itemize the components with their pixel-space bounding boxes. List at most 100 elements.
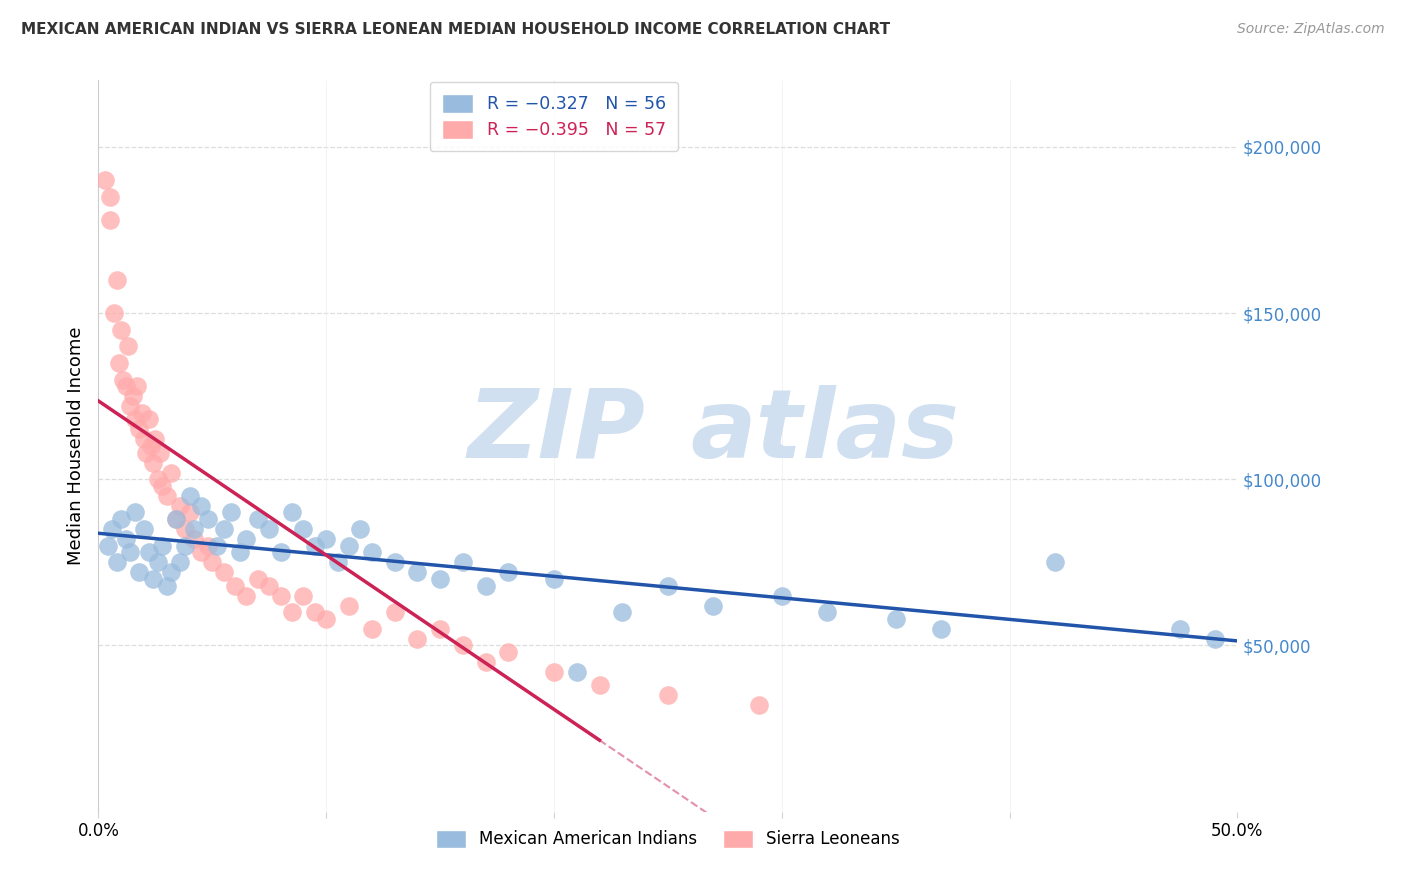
Point (205, 539, 228, 553)
Point (384, 555, 406, 569)
Point (360, 622, 382, 636)
Point (281, 605, 304, 619)
Point (183, 532, 205, 546)
Point (121, 389, 143, 403)
Point (169, 555, 191, 569)
Point (770, 589, 793, 603)
Point (94, 173, 117, 187)
Point (103, 306, 125, 320)
Point (292, 589, 315, 603)
Point (124, 506, 146, 520)
Point (451, 555, 474, 569)
Point (142, 456, 165, 470)
Point (337, 539, 360, 553)
Point (169, 499, 191, 513)
Point (165, 512, 187, 526)
Point (281, 506, 304, 520)
Point (474, 579, 496, 593)
Point (138, 545, 160, 559)
Point (219, 506, 242, 520)
Point (190, 545, 212, 559)
Point (235, 532, 257, 546)
Point (179, 489, 201, 503)
Point (543, 665, 565, 679)
Point (259, 579, 281, 593)
Point (224, 579, 246, 593)
Point (929, 622, 952, 636)
Point (124, 412, 146, 426)
Point (588, 678, 610, 692)
Point (112, 372, 135, 386)
Point (246, 572, 269, 586)
Point (360, 545, 382, 559)
Point (98, 213, 121, 227)
Point (201, 555, 224, 569)
Point (349, 522, 371, 536)
Point (498, 566, 520, 580)
Point (145, 433, 167, 447)
Point (128, 422, 150, 436)
Point (98, 189, 121, 203)
Point (197, 512, 219, 526)
Point (146, 472, 169, 486)
Point (451, 639, 474, 653)
Point (429, 622, 451, 636)
Point (120, 399, 142, 413)
Point (135, 445, 157, 459)
Point (142, 572, 165, 586)
Point (138, 412, 160, 426)
Point (156, 579, 179, 593)
Point (150, 479, 173, 493)
Point (212, 522, 235, 536)
Point (315, 612, 337, 626)
Point (114, 379, 136, 393)
Point (174, 522, 197, 536)
Point (259, 522, 281, 536)
Point (156, 489, 179, 503)
Point (702, 599, 724, 613)
Point (146, 555, 169, 569)
Point (292, 522, 315, 536)
Point (406, 632, 429, 646)
Text: MEXICAN AMERICAN INDIAN VS SIERRA LEONEAN MEDIAN HOUSEHOLD INCOME CORRELATION CH: MEXICAN AMERICAN INDIAN VS SIERRA LEONEA… (21, 22, 890, 37)
Point (406, 566, 429, 580)
Point (498, 645, 520, 659)
Point (565, 665, 588, 679)
Point (657, 579, 679, 593)
Point (127, 379, 149, 393)
Point (212, 566, 235, 580)
Point (384, 605, 406, 619)
Point (108, 356, 131, 370)
Point (197, 539, 219, 553)
Text: atlas: atlas (690, 384, 960, 478)
Point (150, 539, 173, 553)
Point (884, 612, 907, 626)
Point (228, 545, 250, 559)
Point (315, 532, 337, 546)
Point (179, 506, 201, 520)
Point (165, 512, 187, 526)
Point (1204, 632, 1226, 646)
Point (246, 512, 269, 526)
Point (131, 406, 153, 420)
Point (114, 532, 136, 546)
Point (149, 445, 172, 459)
Point (132, 522, 155, 536)
Point (235, 589, 257, 603)
Point (96, 539, 118, 553)
Point (105, 555, 128, 569)
Point (160, 566, 183, 580)
Point (139, 439, 162, 453)
Point (117, 339, 139, 353)
Point (183, 522, 205, 536)
Point (128, 566, 150, 580)
Point (429, 572, 451, 586)
Legend: Mexican American Indians, Sierra Leoneans: Mexican American Indians, Sierra Leonean… (426, 820, 910, 858)
Point (657, 689, 679, 703)
Point (543, 572, 565, 586)
Point (815, 605, 838, 619)
Point (190, 499, 212, 513)
Point (270, 589, 292, 603)
Text: Source: ZipAtlas.com: Source: ZipAtlas.com (1237, 22, 1385, 37)
Point (326, 555, 349, 569)
